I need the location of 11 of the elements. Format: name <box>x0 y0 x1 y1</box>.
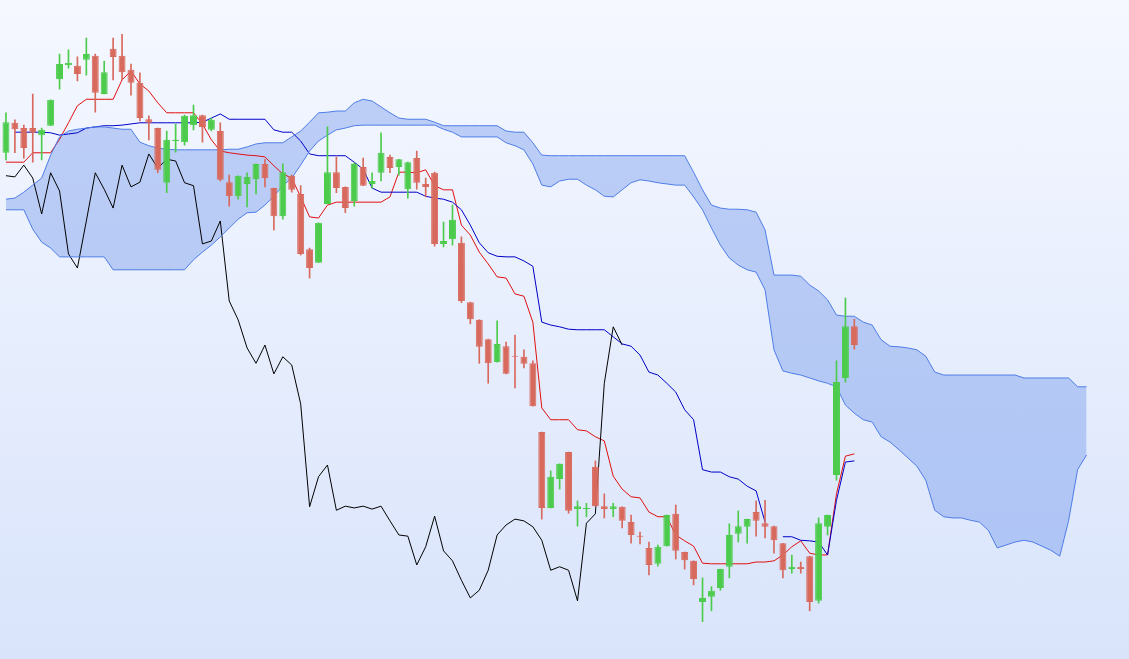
candlestick <box>11 119 19 154</box>
candlestick <box>422 177 430 198</box>
candlestick <box>29 93 37 163</box>
candlestick <box>38 127 46 161</box>
candlestick <box>609 502 617 518</box>
candlestick <box>600 493 608 519</box>
candlestick <box>109 37 117 81</box>
candlestick <box>368 172 376 189</box>
candlestick <box>145 115 153 141</box>
candlestick <box>761 499 769 539</box>
candlestick <box>243 172 251 208</box>
